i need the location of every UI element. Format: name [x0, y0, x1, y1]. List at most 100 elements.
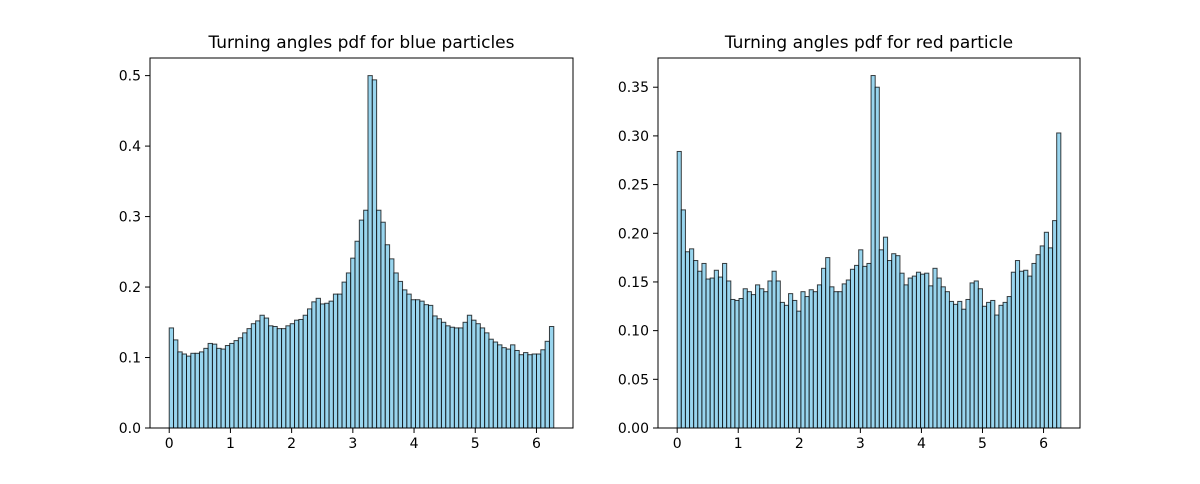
- histogram-bar: [854, 264, 860, 429]
- histogram-bar: [709, 277, 715, 429]
- histogram-bar: [211, 343, 218, 429]
- histogram-bar: [306, 308, 313, 429]
- histogram-bar: [977, 288, 983, 429]
- histogram-bar: [367, 75, 373, 429]
- histogram-bar: [767, 280, 773, 429]
- histogram-bar: [432, 315, 438, 429]
- histogram-bar: [220, 348, 226, 429]
- histogram-bar: [294, 319, 300, 429]
- histogram-bar: [841, 283, 847, 429]
- histogram-bar: [953, 303, 959, 429]
- histogram-bar: [354, 240, 360, 429]
- chart-title: Turning angles pdf for blue particles: [207, 33, 514, 53]
- x-tick-label: 6: [532, 436, 541, 452]
- histogram-bar: [462, 321, 468, 429]
- histogram-bar: [466, 314, 473, 429]
- histogram-bar: [895, 255, 901, 429]
- histogram-bar: [808, 289, 814, 429]
- histogram-bar: [453, 327, 460, 429]
- histogram-bar: [289, 323, 296, 429]
- histogram-bar: [168, 327, 175, 429]
- histogram-bar: [701, 262, 707, 429]
- histogram-bar: [488, 338, 494, 429]
- histogram-bar: [363, 209, 369, 429]
- x-tick-label: 3: [856, 436, 865, 452]
- histogram-bar: [423, 304, 429, 429]
- chart-title: Turning angles pdf for red particle: [724, 33, 1013, 53]
- histogram-bar: [250, 323, 257, 429]
- histogram-bar: [285, 325, 291, 429]
- histogram-bar: [324, 302, 330, 429]
- histogram-bar: [730, 298, 736, 429]
- histogram-bar: [406, 293, 412, 429]
- x-tick-label: 1: [226, 436, 235, 452]
- histogram-bar: [190, 352, 196, 429]
- histogram-bar: [358, 219, 365, 429]
- histogram-bar: [1023, 269, 1029, 429]
- histogram-bar: [829, 286, 835, 429]
- y-tick-label: 0.2: [119, 280, 141, 296]
- histogram-bar: [393, 272, 399, 429]
- histogram-bar: [544, 340, 550, 429]
- histogram-bar: [523, 352, 529, 429]
- histogram-bar: [734, 299, 740, 429]
- histogram-bar: [419, 300, 425, 429]
- histogram-bar: [216, 347, 222, 429]
- histogram-bar: [255, 320, 261, 429]
- histogram-bar: [263, 317, 270, 429]
- histogram-bar: [845, 279, 851, 429]
- histogram-bar: [337, 293, 343, 429]
- histogram-bar: [742, 288, 748, 429]
- histogram-bar: [1047, 247, 1054, 429]
- histogram-bar: [907, 277, 913, 429]
- histogram-bar: [224, 345, 231, 429]
- histogram-bar: [531, 353, 537, 429]
- histogram-bar: [415, 299, 421, 429]
- histogram-bar: [376, 209, 382, 429]
- x-tick-label: 2: [287, 436, 296, 452]
- histogram-bar: [783, 304, 790, 429]
- histogram-bar: [1031, 262, 1037, 429]
- histogram-bar: [194, 352, 200, 429]
- histogram-bar: [771, 270, 777, 429]
- histogram-bar: [203, 347, 209, 429]
- histogram-bar: [911, 275, 917, 429]
- histogram-bar: [302, 314, 308, 429]
- histogram-bar: [298, 318, 304, 429]
- histogram-bar: [229, 342, 235, 429]
- histogram-bar: [233, 340, 239, 429]
- histogram-bar: [792, 299, 798, 429]
- x-tick-label: 3: [348, 436, 357, 452]
- histogram-bar: [920, 273, 926, 429]
- histogram-bar: [475, 323, 481, 429]
- histogram-bar: [825, 257, 831, 429]
- histogram-bar: [994, 314, 1000, 429]
- histogram-bar: [1052, 220, 1058, 429]
- histogram-bar: [436, 318, 442, 429]
- histogram-bar: [484, 332, 490, 429]
- y-tick-label: 0.4: [119, 139, 141, 155]
- histogram-bar: [311, 301, 317, 429]
- histogram-bar: [796, 310, 802, 429]
- histogram-bar: [272, 326, 278, 429]
- histogram-bar: [345, 272, 352, 429]
- histogram-bar: [1039, 245, 1045, 429]
- y-tick-label: 0.1: [119, 351, 141, 367]
- histogram-bar: [514, 349, 520, 429]
- histogram-bar: [505, 348, 512, 429]
- histogram-bar: [750, 294, 757, 429]
- histogram-bar: [1056, 132, 1062, 429]
- histogram-bar: [717, 276, 724, 429]
- x-tick-label: 2: [795, 436, 804, 452]
- histogram-bar: [887, 260, 893, 429]
- x-tick-label: 5: [471, 436, 480, 452]
- histogram-bar: [961, 308, 967, 429]
- histogram-bar: [186, 355, 192, 429]
- histogram-bar: [410, 299, 417, 429]
- histogram-bar: [471, 319, 477, 429]
- histogram-bar: [899, 272, 905, 429]
- histogram-bar: [518, 354, 525, 429]
- histogram-bar: [384, 244, 391, 429]
- histogram-bar: [173, 339, 179, 429]
- histogram-bar: [397, 280, 404, 429]
